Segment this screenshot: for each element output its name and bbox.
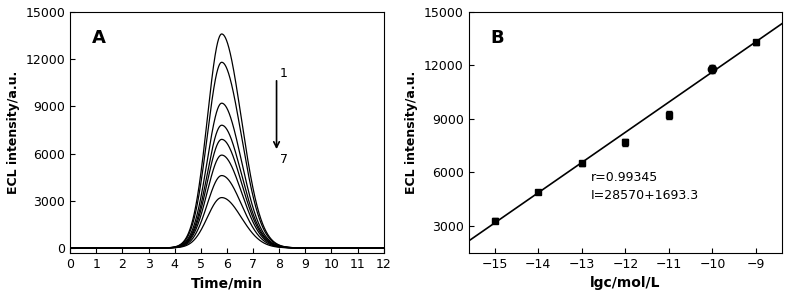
Text: r=0.99345
I=28570+1693.3: r=0.99345 I=28570+1693.3 [590, 171, 699, 202]
Text: 1: 1 [279, 67, 287, 80]
Y-axis label: ECL intensity/a.u.: ECL intensity/a.u. [406, 71, 418, 194]
X-axis label: Time/min: Time/min [191, 276, 263, 290]
Text: A: A [92, 29, 106, 47]
X-axis label: lgc/mol/L: lgc/mol/L [590, 276, 660, 290]
Y-axis label: ECL intensity/a.u.: ECL intensity/a.u. [7, 71, 20, 194]
Text: 7: 7 [279, 153, 288, 166]
Text: B: B [491, 29, 504, 47]
